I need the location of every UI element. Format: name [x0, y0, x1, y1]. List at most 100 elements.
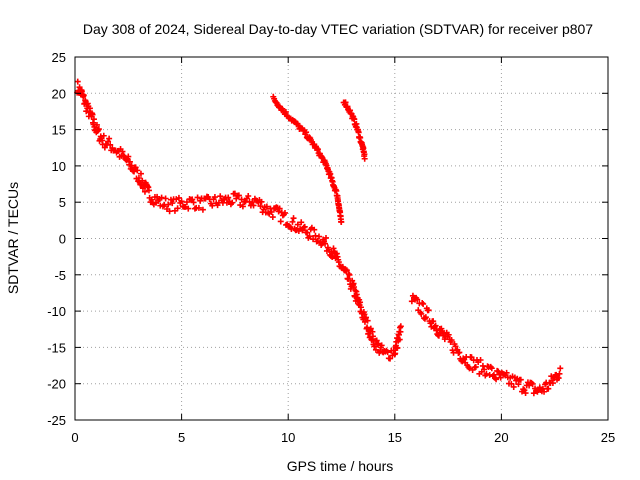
data-point — [174, 205, 181, 212]
data-point — [392, 350, 399, 357]
data-point — [166, 208, 173, 215]
data-point — [294, 221, 301, 228]
data-point — [422, 314, 429, 321]
data-point — [158, 194, 165, 201]
x-axis-label: GPS time / hours — [287, 458, 394, 474]
data-point — [520, 386, 527, 393]
data-point — [528, 379, 535, 386]
data-point — [396, 336, 403, 343]
data-point — [276, 205, 283, 212]
data-point — [529, 380, 536, 387]
data-point — [420, 300, 427, 307]
data-point — [397, 328, 404, 335]
data-point — [303, 129, 310, 136]
data-point — [372, 346, 379, 353]
data-point — [165, 201, 172, 208]
x-tick-label: 5 — [178, 430, 185, 445]
data-point — [481, 366, 488, 373]
data-point — [141, 188, 148, 195]
data-point — [373, 337, 380, 344]
data-point — [178, 198, 185, 205]
data-point — [361, 155, 368, 162]
data-point — [503, 369, 510, 376]
axis-ticks: 0 5 10 15 20 25 -25 -20 -15 -10 -5 0 5 10 15 20 25 — [47, 50, 615, 445]
data-point — [315, 233, 322, 240]
data-point — [363, 314, 370, 321]
data-point — [268, 208, 275, 215]
data-point — [541, 388, 548, 395]
data-point — [245, 193, 252, 200]
data-point — [311, 226, 318, 233]
data-point — [128, 162, 135, 169]
x-tick-label: 25 — [601, 430, 615, 445]
data-point — [557, 365, 564, 372]
data-point — [521, 387, 528, 394]
data-point — [249, 198, 256, 205]
data-point — [445, 331, 452, 338]
data-point — [414, 296, 421, 303]
data-point — [493, 376, 500, 383]
y-tick-label: 5 — [59, 195, 66, 210]
y-tick-label: -15 — [47, 340, 66, 355]
y-tick-label: -25 — [47, 413, 66, 428]
data-point — [126, 158, 133, 165]
series-main — [74, 78, 404, 362]
data-point — [304, 229, 311, 236]
data-point — [120, 152, 127, 159]
data-point — [440, 330, 447, 337]
data-point — [277, 218, 284, 225]
data-point — [378, 342, 385, 349]
data-point — [289, 218, 296, 225]
data-point — [258, 198, 265, 205]
data-point — [185, 205, 192, 212]
data-point — [497, 374, 504, 381]
data-point — [553, 371, 560, 378]
data-point — [131, 168, 138, 175]
data-point — [517, 376, 524, 383]
data-point — [508, 380, 515, 387]
grid-lines — [75, 57, 608, 420]
data-point — [394, 344, 401, 351]
data-point — [225, 194, 232, 201]
x-tick-label: 20 — [494, 430, 508, 445]
y-tick-label: -5 — [54, 268, 66, 283]
data-point — [364, 324, 371, 331]
y-tick-label: 25 — [52, 50, 66, 65]
series-arc-a — [270, 93, 345, 226]
data-point — [387, 355, 394, 362]
data-point — [145, 187, 152, 194]
data-point — [310, 236, 317, 243]
data-point — [490, 371, 497, 378]
data-point — [100, 132, 107, 139]
data-point — [93, 121, 100, 128]
data-point — [425, 307, 432, 314]
data-point — [80, 92, 87, 99]
data-point — [367, 325, 374, 332]
data-point — [374, 341, 381, 348]
data-point — [555, 375, 562, 382]
series-arc-b — [340, 99, 368, 162]
data-point — [430, 318, 437, 325]
data-point — [239, 203, 246, 210]
data-point — [263, 203, 270, 210]
data-point — [119, 148, 126, 155]
plot-frame — [74, 56, 609, 421]
data-point — [522, 390, 529, 397]
data-point — [257, 203, 264, 210]
data-point — [408, 298, 415, 305]
data-point — [477, 357, 484, 363]
data-point — [495, 368, 502, 375]
y-tick-label: 20 — [52, 86, 66, 101]
x-tick-label: 0 — [71, 430, 78, 445]
chart-title: Day 308 of 2024, Sidereal Day-to-day VTE… — [83, 21, 593, 37]
data-point — [364, 317, 371, 324]
y-axis-label: SDTVAR / TECUs — [5, 182, 21, 294]
data-point — [549, 380, 556, 387]
data-point — [74, 78, 81, 85]
data-point — [229, 199, 236, 206]
data-point — [235, 192, 242, 199]
data-point — [432, 322, 439, 329]
data-point — [290, 215, 297, 222]
data-point — [83, 108, 90, 115]
